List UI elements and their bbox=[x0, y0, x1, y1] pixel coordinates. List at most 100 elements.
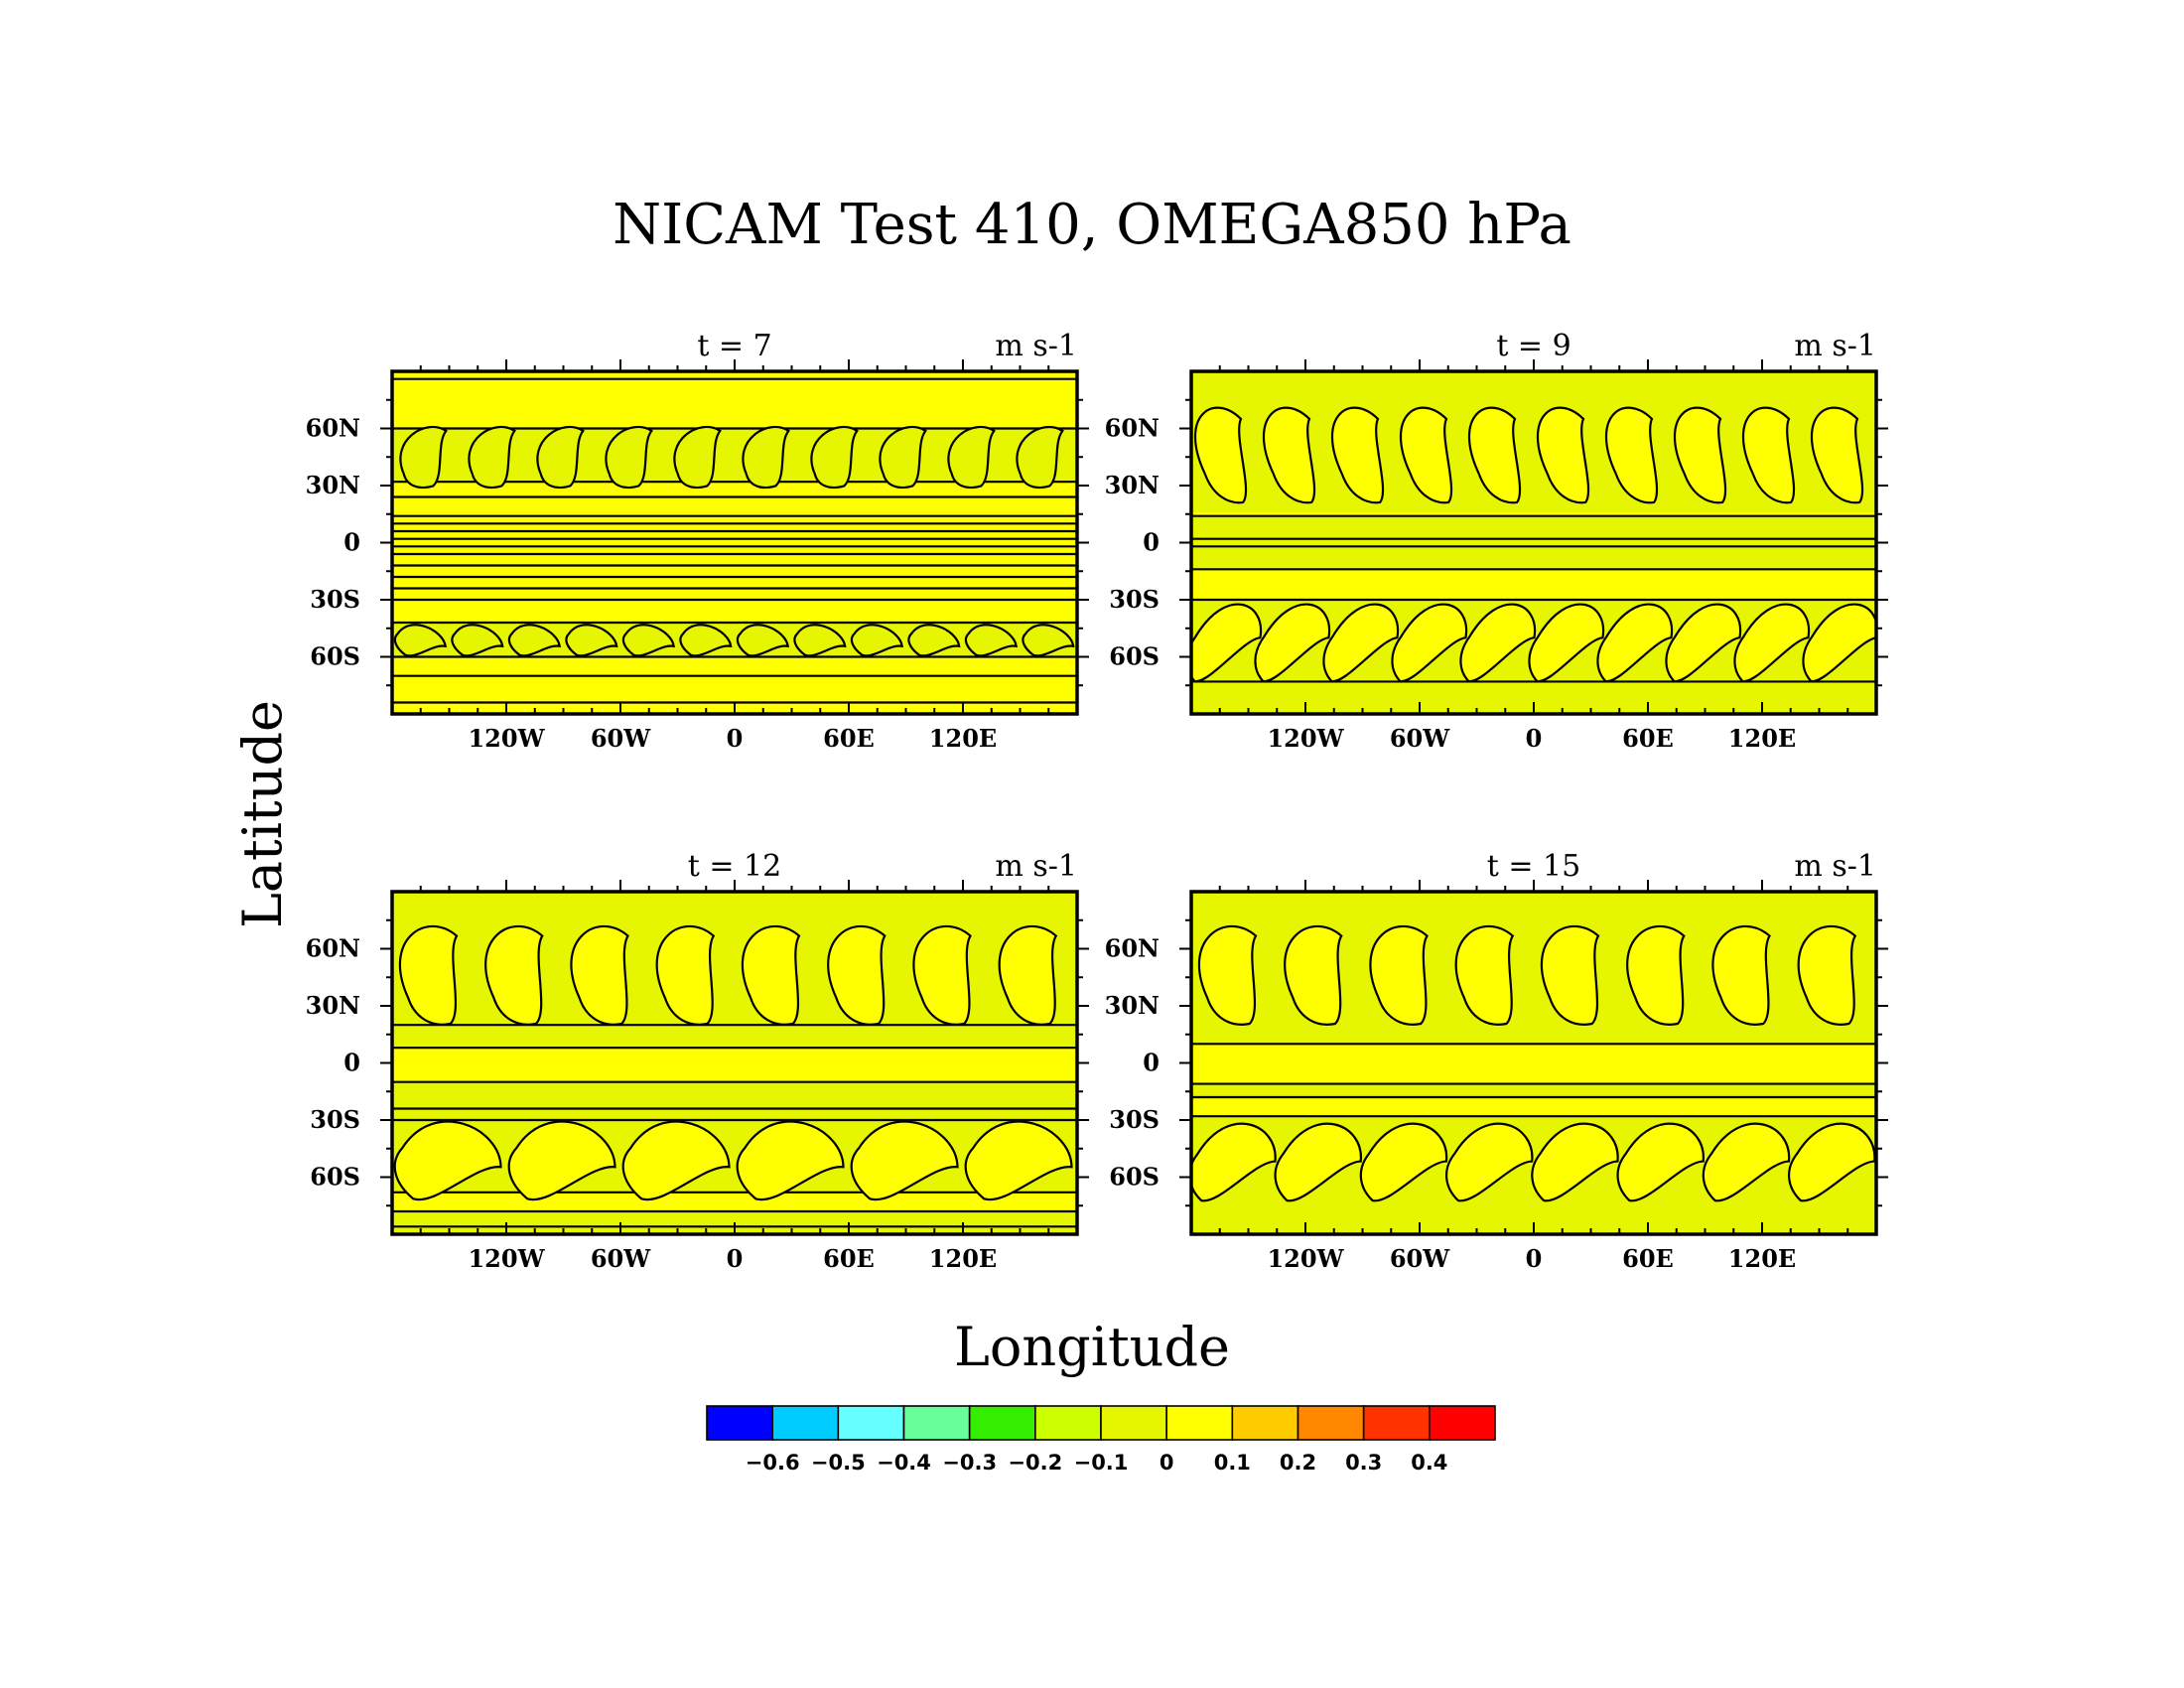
colorbar-swatch bbox=[706, 1405, 773, 1441]
wave-cell bbox=[1528, 603, 1605, 683]
x-tick-label: 60E bbox=[823, 724, 875, 753]
colorbar-label: 0.4 bbox=[1411, 1451, 1447, 1475]
colorbar-label: −0.6 bbox=[746, 1451, 800, 1475]
wave-cell bbox=[1788, 1122, 1876, 1202]
y-tick-label: 60N bbox=[1105, 934, 1160, 963]
wave-cell bbox=[1665, 603, 1742, 683]
wave-cell bbox=[655, 924, 716, 1026]
panel-title: t = 15 bbox=[1487, 849, 1580, 884]
wave-cell bbox=[1797, 924, 1857, 1026]
colorbar-label: −0.4 bbox=[877, 1451, 931, 1475]
wave-cell bbox=[1262, 406, 1316, 504]
shaded-region bbox=[1191, 569, 1876, 600]
wave-cell bbox=[850, 624, 903, 657]
y-tick-label: 30S bbox=[1109, 1105, 1160, 1134]
shaded-region bbox=[1191, 1097, 1876, 1117]
wave-cell bbox=[679, 624, 733, 657]
wave-cell bbox=[468, 425, 516, 490]
wave-cell bbox=[1399, 406, 1453, 504]
wave-cell bbox=[964, 624, 1018, 657]
x-tick-label: 60W bbox=[591, 1244, 651, 1273]
y-tick-label: 30N bbox=[306, 471, 360, 499]
x-tick-label: 120W bbox=[1267, 1244, 1344, 1273]
wave-cell bbox=[1322, 603, 1400, 683]
shaded-region bbox=[1191, 1044, 1876, 1084]
colorbar-label: −0.5 bbox=[811, 1451, 866, 1475]
colorbar-swatch bbox=[771, 1405, 840, 1441]
wave-cell bbox=[605, 425, 653, 490]
colorbar-swatch bbox=[968, 1405, 1036, 1441]
colorbar-swatch bbox=[1165, 1405, 1234, 1441]
wave-cell bbox=[1604, 406, 1659, 504]
y-tick-label: 30N bbox=[306, 991, 360, 1020]
x-tick-label: 120E bbox=[929, 1244, 997, 1273]
wave-cell bbox=[536, 425, 585, 490]
wave-cell bbox=[1673, 406, 1727, 504]
wave-cell bbox=[1536, 406, 1590, 504]
wave-cell bbox=[742, 425, 790, 490]
wave-cell bbox=[1802, 603, 1876, 683]
y-tick-label: 60S bbox=[1109, 642, 1160, 671]
wave-cell bbox=[673, 425, 722, 490]
wave-cell bbox=[1193, 406, 1248, 504]
x-tick-label: 120W bbox=[1267, 724, 1344, 753]
colorbar-swatch bbox=[1034, 1405, 1102, 1441]
x-tick-label: 60E bbox=[823, 1244, 875, 1273]
colorbar-label: 0 bbox=[1160, 1451, 1174, 1475]
colorbar-swatch bbox=[1297, 1405, 1365, 1441]
panel-units: m s-1 bbox=[1794, 849, 1876, 884]
x-tick-label: 120E bbox=[1728, 724, 1796, 753]
contour-field bbox=[392, 924, 1077, 1228]
colorbar-swatch bbox=[837, 1405, 905, 1441]
wave-cell bbox=[1467, 406, 1522, 504]
colorbar-swatch bbox=[1362, 1405, 1431, 1441]
colorbar-label: −0.3 bbox=[942, 1451, 997, 1475]
wave-cell bbox=[1016, 425, 1064, 490]
y-tick-label: 30S bbox=[310, 1105, 360, 1134]
colorbar-label: 0.1 bbox=[1214, 1451, 1251, 1475]
panel-units: m s-1 bbox=[995, 849, 1077, 884]
wave-cell bbox=[570, 924, 629, 1026]
shaded-region bbox=[392, 623, 1077, 657]
wave-cell bbox=[741, 924, 801, 1026]
contour-field bbox=[1191, 924, 1876, 1202]
colorbar-label: 0.3 bbox=[1345, 1451, 1382, 1475]
y-tick-label: 0 bbox=[1143, 528, 1160, 557]
y-tick-label: 60S bbox=[310, 642, 360, 671]
figure-title: NICAM Test 410, OMEGA850 hPa bbox=[613, 193, 1571, 257]
x-tick-label: 0 bbox=[1526, 724, 1543, 753]
y-tick-label: 60N bbox=[306, 934, 360, 963]
colorbar-label: −0.1 bbox=[1074, 1451, 1129, 1475]
wave-cell bbox=[1284, 924, 1343, 1026]
x-tick-label: 0 bbox=[727, 724, 744, 753]
panel-3: 120W 60W 0 60E 120E 60N 30N 0 30S 60S t = 12 m s-1 bbox=[306, 849, 1089, 1273]
y-tick-label: 30S bbox=[1109, 585, 1160, 614]
colorbar-label: 0.2 bbox=[1280, 1451, 1316, 1475]
x-tick-label: 120E bbox=[1728, 1244, 1796, 1273]
y-tick-label: 0 bbox=[1143, 1049, 1160, 1077]
x-tick-label: 120E bbox=[929, 724, 997, 753]
wave-cell bbox=[793, 624, 847, 657]
wave-cell bbox=[484, 924, 544, 1026]
wave-cell bbox=[621, 624, 675, 657]
wave-cell bbox=[810, 425, 859, 490]
panel-4: 120W 60W 0 60E 120E 60N 30N 0 30S 60S t = 15 m s-1 bbox=[1105, 849, 1888, 1273]
y-axis-label: Latitude bbox=[231, 700, 294, 928]
wave-cell bbox=[1022, 624, 1075, 657]
panel-title: t = 9 bbox=[1496, 329, 1570, 363]
wave-cell bbox=[1531, 1122, 1619, 1202]
wave-cell bbox=[1540, 924, 1600, 1026]
wave-cell bbox=[1711, 924, 1771, 1026]
y-tick-label: 30S bbox=[310, 585, 360, 614]
colorbar-swatch bbox=[902, 1405, 971, 1441]
wave-cell bbox=[1702, 1122, 1791, 1202]
x-tick-label: 60W bbox=[591, 724, 651, 753]
colorbar-label: −0.2 bbox=[1008, 1451, 1062, 1475]
wave-cell bbox=[736, 1120, 845, 1201]
wave-cell bbox=[1733, 603, 1811, 683]
wave-cell bbox=[998, 924, 1058, 1026]
wave-cell bbox=[1391, 603, 1468, 683]
wave-cell bbox=[1330, 406, 1385, 504]
